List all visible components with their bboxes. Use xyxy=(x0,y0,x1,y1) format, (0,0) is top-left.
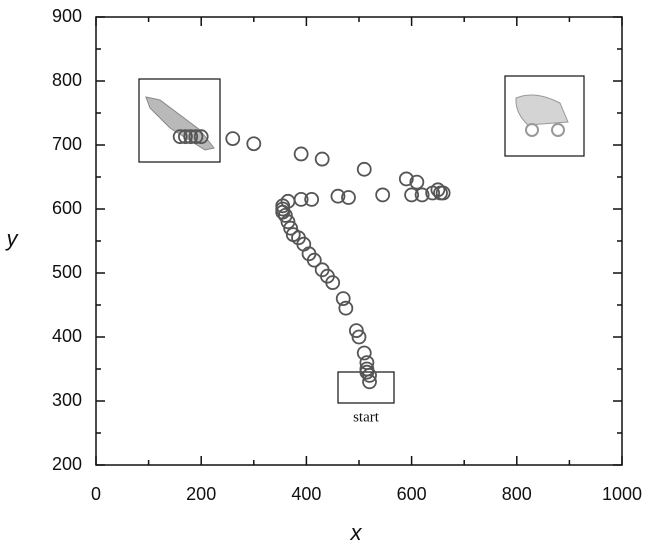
point xyxy=(277,207,293,223)
image-carrot xyxy=(138,78,221,163)
y-tick-label: 400 xyxy=(52,326,82,346)
point xyxy=(356,161,372,177)
point xyxy=(356,345,372,361)
y-tick-label: 200 xyxy=(52,454,82,474)
point xyxy=(183,129,199,145)
point xyxy=(188,129,204,145)
point xyxy=(362,367,377,383)
y-tick-label: 500 xyxy=(52,262,82,282)
y-tick-label: 300 xyxy=(52,390,82,410)
x-tick-label: 1000 xyxy=(602,484,642,504)
point xyxy=(306,252,322,268)
point xyxy=(246,136,262,152)
start-box xyxy=(337,371,395,404)
x-tick-label: 400 xyxy=(291,484,321,504)
point xyxy=(404,187,420,203)
point xyxy=(348,323,364,339)
point xyxy=(325,275,341,291)
image-stroller xyxy=(504,75,585,157)
point xyxy=(351,329,367,345)
point xyxy=(280,214,296,230)
point xyxy=(172,129,188,145)
point xyxy=(314,151,330,167)
point xyxy=(304,191,320,207)
point xyxy=(375,187,391,203)
x-tick-label: 0 xyxy=(91,484,101,504)
point xyxy=(362,374,377,390)
y-tick-label: 700 xyxy=(52,134,82,154)
x-tick-label: 600 xyxy=(397,484,427,504)
point xyxy=(193,129,209,145)
point xyxy=(178,129,193,145)
point xyxy=(414,187,430,203)
point xyxy=(338,300,354,316)
point xyxy=(398,171,414,187)
point xyxy=(341,190,356,205)
point xyxy=(330,188,346,204)
point xyxy=(409,174,425,190)
point xyxy=(293,146,309,162)
x-tick-label: 200 xyxy=(186,484,216,504)
point xyxy=(225,131,241,147)
x-axis-title: x xyxy=(350,520,363,545)
point xyxy=(435,185,451,201)
y-tick-label: 900 xyxy=(52,6,82,26)
y-tick-label: 600 xyxy=(52,198,82,218)
x-tick-label: 800 xyxy=(502,484,532,504)
annotation: start xyxy=(353,409,380,425)
y-axis-title: y xyxy=(5,226,20,251)
point xyxy=(335,291,351,307)
y-tick-label: 800 xyxy=(52,70,82,90)
point xyxy=(283,220,299,236)
point xyxy=(359,364,375,380)
